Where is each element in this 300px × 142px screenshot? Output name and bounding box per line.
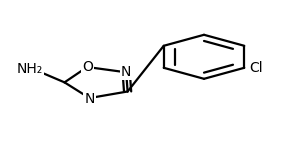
Text: NH₂: NH₂ [17,62,43,76]
Text: N: N [84,92,95,106]
Text: Cl: Cl [249,61,262,75]
Text: O: O [82,60,93,74]
Text: N: N [121,65,131,79]
